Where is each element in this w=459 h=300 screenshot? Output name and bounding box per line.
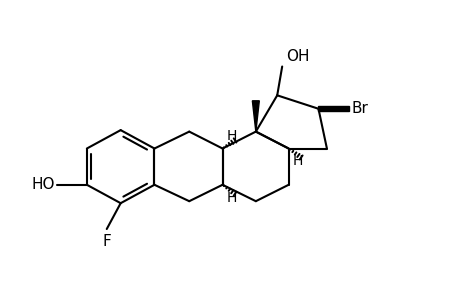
Text: H: H — [292, 154, 302, 169]
Text: OH: OH — [285, 49, 309, 64]
Polygon shape — [318, 106, 348, 112]
Text: F: F — [102, 234, 111, 249]
Text: HO: HO — [31, 177, 55, 192]
Text: H: H — [226, 191, 236, 205]
Text: Br: Br — [351, 101, 368, 116]
Polygon shape — [252, 101, 259, 132]
Text: H: H — [226, 128, 236, 142]
